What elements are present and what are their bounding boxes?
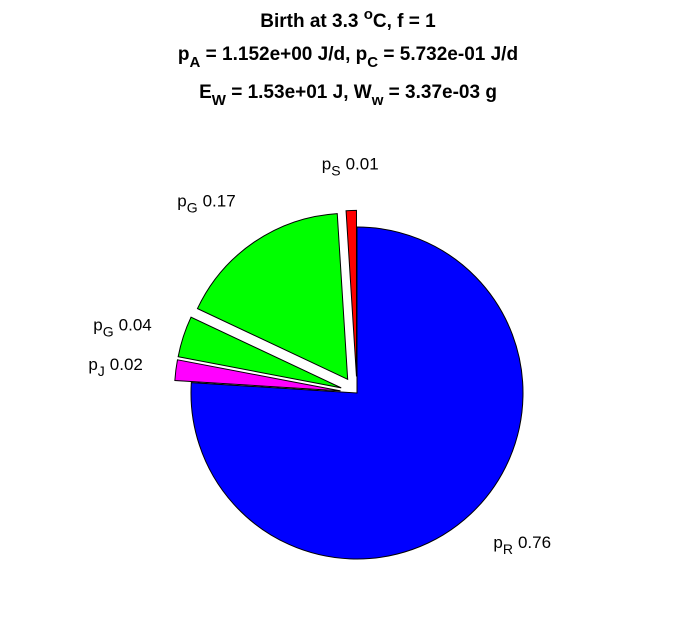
- chart-title: pA = 1.152e+00 J/d, pC = 5.732e-01 J/d: [178, 44, 518, 71]
- title-part: = 1.152e+00 J/d, p: [200, 44, 367, 65]
- label-subscript: R: [503, 541, 513, 557]
- title-part: p: [178, 44, 190, 65]
- label-value: 0.02: [110, 355, 143, 374]
- label-subscript: G: [103, 323, 114, 339]
- title-part: = 1.53e+01 J, W: [226, 82, 372, 103]
- label-subscript: G: [187, 200, 198, 216]
- label-name: p: [493, 533, 502, 552]
- title-part: = 5.732e-01 J/d: [378, 44, 518, 65]
- title-part: C, f = 1: [373, 11, 436, 32]
- label-name: p: [177, 192, 186, 211]
- slice-label: pS 0.01: [322, 154, 379, 178]
- title-part: E: [199, 82, 212, 103]
- title-part: W: [212, 92, 227, 109]
- label-name: p: [322, 154, 331, 173]
- slice-label: pR 0.76: [493, 533, 551, 557]
- title-part: C: [367, 54, 378, 71]
- title-part: w: [371, 92, 384, 109]
- label-value: 0.01: [346, 154, 379, 173]
- pie-slice: [174, 359, 341, 392]
- title-part: Birth at 3.3: [260, 11, 363, 32]
- title-part: A: [190, 54, 201, 71]
- title-part: o: [364, 6, 373, 23]
- slice-label: pJ 0.02: [88, 355, 143, 379]
- label-value: 0.17: [203, 192, 236, 211]
- pie-slice: [177, 316, 342, 389]
- label-value: 0.76: [518, 533, 551, 552]
- chart-title: EW = 1.53e+01 J, Ww = 3.37e-03 g: [199, 82, 497, 109]
- label-name: p: [88, 355, 97, 374]
- label-subscript: J: [98, 363, 105, 379]
- label-subscript: S: [331, 162, 340, 178]
- label-name: p: [93, 315, 102, 334]
- pie-slice: [190, 226, 524, 560]
- pie-slice: [345, 209, 357, 377]
- slice-label: pG 0.04: [93, 315, 151, 339]
- pie-slice: [196, 213, 349, 381]
- slice-label: pG 0.17: [177, 192, 235, 216]
- label-value: 0.04: [119, 315, 152, 334]
- title-part: = 3.37e-03 g: [383, 82, 497, 103]
- chart-title: Birth at 3.3 oC, f = 1: [260, 6, 436, 32]
